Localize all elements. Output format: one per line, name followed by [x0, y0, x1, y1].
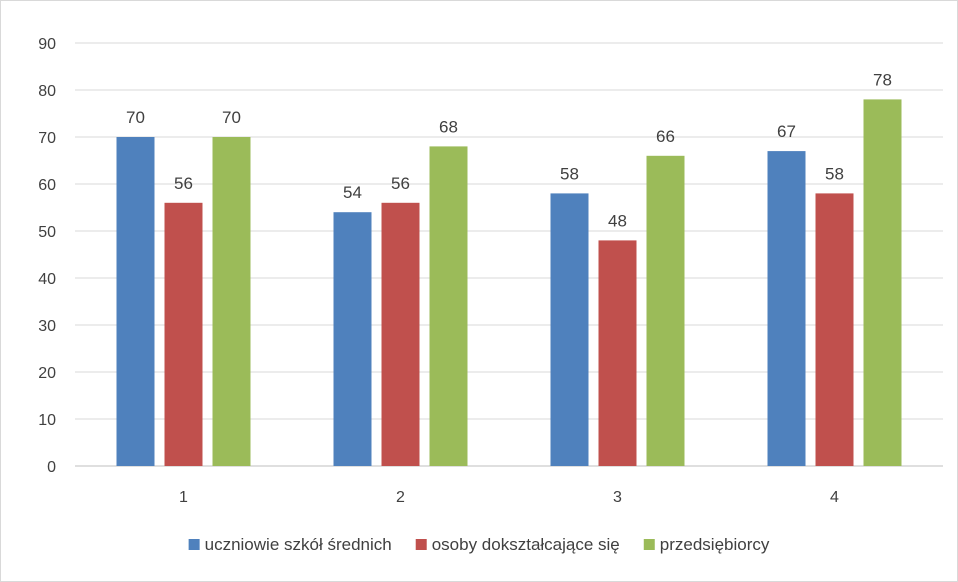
bar: [863, 99, 902, 467]
data-label: 48: [608, 211, 627, 230]
data-label: 58: [825, 164, 844, 183]
bar: [381, 202, 420, 467]
y-tick-label: 40: [38, 271, 56, 288]
legend-swatch: [415, 539, 427, 550]
legend-swatch: [188, 539, 200, 550]
legend-swatch: [643, 539, 655, 550]
bar: [815, 193, 854, 466]
bar: [116, 137, 155, 466]
x-tick-label: 2: [396, 489, 405, 506]
y-tick-label: 20: [38, 365, 56, 382]
data-label: 70: [126, 108, 145, 127]
y-tick-label: 50: [38, 224, 56, 241]
data-label: 56: [391, 174, 410, 193]
y-tick-label: 0: [47, 459, 56, 476]
bar: [767, 151, 806, 466]
data-label: 70: [222, 108, 241, 127]
legend-label: osoby dokształcające się: [432, 535, 620, 554]
data-label: 66: [656, 127, 675, 146]
data-label: 68: [439, 117, 458, 136]
bar: [429, 146, 468, 466]
bar: [598, 240, 637, 466]
bar: [333, 212, 372, 466]
x-tick-label: 4: [830, 489, 839, 506]
data-label: 58: [560, 164, 579, 183]
y-tick-label: 60: [38, 177, 56, 194]
data-label: 67: [777, 122, 796, 141]
bar: [646, 155, 685, 467]
data-label: 78: [873, 70, 892, 89]
legend-label: uczniowie szkół średnich: [205, 535, 392, 554]
y-tick-label: 10: [38, 412, 56, 429]
bar: [164, 202, 203, 467]
legend-label: przedsiębiorcy: [660, 535, 770, 554]
bar: [550, 193, 589, 466]
y-tick-label: 30: [38, 318, 56, 335]
x-tick-label: 3: [613, 489, 622, 506]
data-label: 54: [343, 183, 362, 202]
data-label: 56: [174, 174, 193, 193]
y-tick-label: 70: [38, 130, 56, 147]
y-tick-label: 80: [38, 83, 56, 100]
bar: [212, 137, 251, 466]
y-tick-label: 90: [38, 36, 56, 53]
x-tick-label: 1: [179, 489, 188, 506]
